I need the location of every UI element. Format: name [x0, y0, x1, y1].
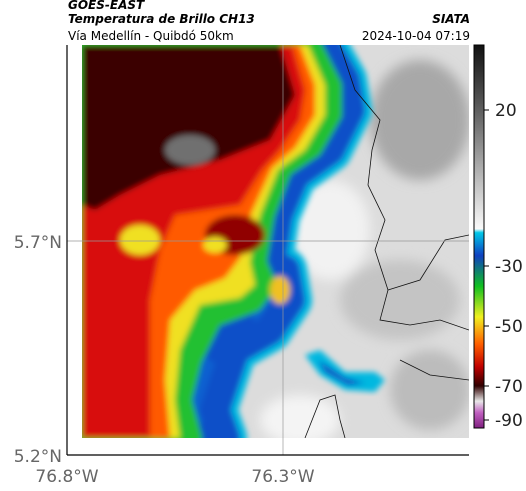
satellite-image — [82, 45, 469, 438]
colorbar-tick-label: -30 — [495, 257, 523, 277]
colorbar-tick-label: 20 — [495, 101, 517, 121]
x-tick-label: 76.8°W — [35, 467, 98, 487]
source: SIATA — [432, 12, 470, 26]
y-tick-label: 5.7°N — [14, 233, 62, 253]
colorbar-tick-label: -90 — [495, 411, 523, 431]
title: GOES-EAST — [68, 0, 145, 12]
subtitle: Temperatura de Brillo CH13 — [68, 12, 255, 26]
y-tick-label: 5.2°N — [14, 447, 62, 467]
colorbar-tick-label: -70 — [495, 377, 523, 397]
region: Vía Medellín - Quibdó 50km — [68, 29, 234, 43]
borders — [304, 45, 469, 438]
colorbar-tick-label: -50 — [495, 317, 523, 337]
colorbar — [473, 44, 485, 429]
timestamp: 2024-10-04 07:19 — [362, 29, 470, 43]
x-tick-label: 76.3°W — [251, 467, 314, 487]
colorbar-ticks: 20 -30 -50 -70 -90 — [484, 101, 523, 431]
